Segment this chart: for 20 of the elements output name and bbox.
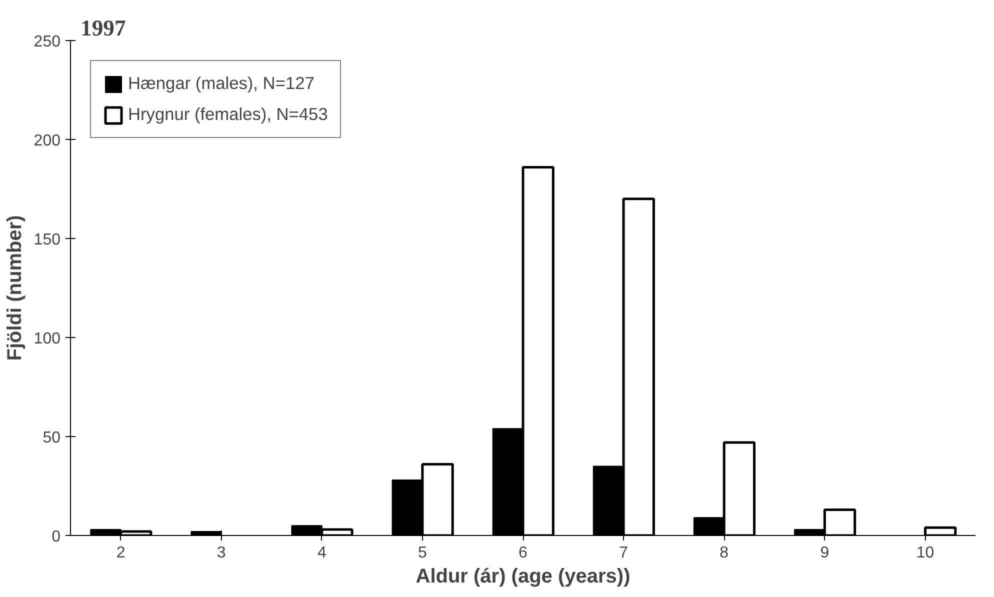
y-tick-label: 200 xyxy=(34,132,61,150)
x-axis-title: Aldur (ár) (age (years)) xyxy=(416,566,630,588)
x-tick-label: 10 xyxy=(916,544,934,562)
y-axis-title: Fjöldi (number) xyxy=(4,215,26,361)
y-tick-label: 100 xyxy=(34,330,61,348)
y-tick-label: 0 xyxy=(52,528,61,546)
chart-title: 1997 xyxy=(80,16,126,40)
x-tick-label: 6 xyxy=(518,544,528,562)
y-tick-label: 250 xyxy=(34,34,61,50)
x-tick-label: 9 xyxy=(820,544,830,562)
legend-label: Hrygnur (females), N=453 xyxy=(128,104,328,125)
x-tick-label: 8 xyxy=(720,544,729,562)
x-tick-label: 3 xyxy=(216,544,226,562)
x-tick-label: 5 xyxy=(418,544,427,562)
x-tick-label: 4 xyxy=(317,544,326,562)
y-tick-label: 150 xyxy=(34,232,61,248)
x-tick-label: 7 xyxy=(619,544,628,562)
x-tick-label: 2 xyxy=(116,544,126,562)
legend-label: Hængar (males), N=127 xyxy=(128,73,314,94)
y-tick-label: 50 xyxy=(42,430,61,446)
